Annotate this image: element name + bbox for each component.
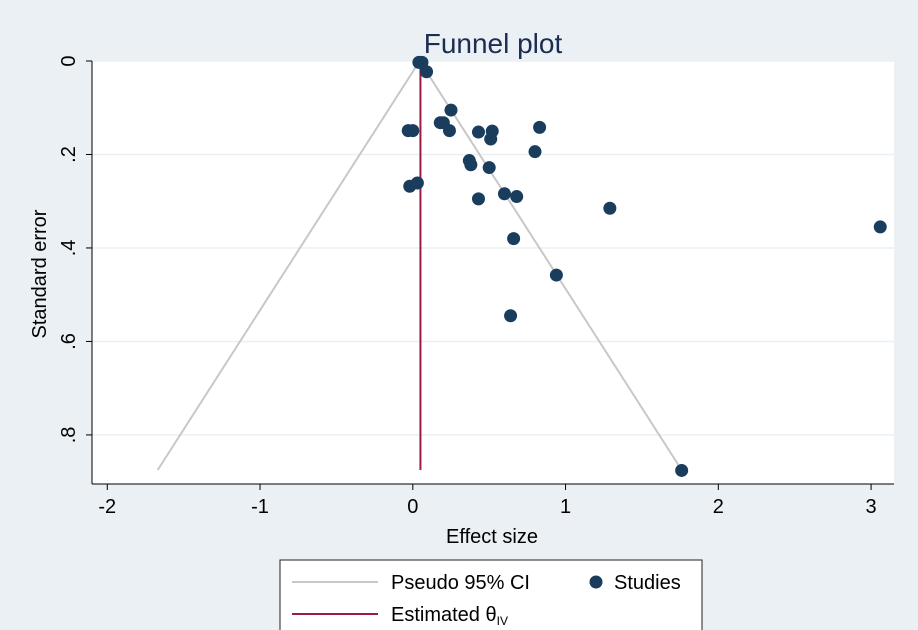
study-point-26: [504, 309, 518, 323]
y-tick-label-0: 0: [58, 55, 80, 66]
study-point-22: [603, 201, 617, 215]
study-point-19: [471, 192, 485, 206]
legend-label-subscript: IV: [497, 614, 508, 628]
axes: -2 -1 0 1 2 3 0 .2 .4 .6 .8: [58, 55, 894, 518]
study-point-12: [533, 120, 547, 134]
study-point-15: [464, 158, 478, 172]
legend-label-studies: Studies: [614, 572, 681, 594]
y-tick-label-3: .6: [58, 333, 80, 350]
legend-box: [279, 559, 703, 630]
x-tick-label-4: 2: [713, 496, 724, 518]
study-point-3: [444, 103, 458, 117]
y-tick-label-2: .4: [58, 240, 80, 257]
study-point-25: [549, 268, 563, 282]
legend: Pseudo 95% CI Studies Estimated θIV: [279, 559, 703, 630]
study-point-27: [675, 463, 689, 477]
study-point-18: [403, 179, 417, 193]
legend-swatch-studies: [589, 575, 603, 589]
x-tick-label-1: -1: [251, 496, 269, 518]
series-layer: [156, 55, 887, 477]
study-point-9: [471, 125, 485, 139]
y-tick-label-1: .2: [58, 146, 80, 163]
study-point-8: [406, 124, 420, 138]
x-axis-title: Effect size: [446, 526, 538, 548]
study-point-16: [482, 161, 496, 175]
y-axis-title: Standard error: [29, 209, 51, 338]
x-tick-label-5: 3: [866, 496, 877, 518]
study-point-2: [420, 65, 434, 79]
chart-title: Funnel plot: [424, 28, 563, 59]
legend-label-estimated-theta: Estimated θIV: [391, 604, 508, 628]
legend-label-pseudo-ci: Pseudo 95% CI: [391, 572, 530, 594]
plot-area: [92, 61, 894, 484]
study-point-11: [484, 132, 498, 146]
x-tick-label-2: 0: [407, 496, 418, 518]
x-tick-label-0: -2: [98, 496, 116, 518]
study-point-13: [528, 145, 542, 159]
gridlines: [92, 60, 894, 436]
study-point-6: [442, 124, 456, 138]
study-point-21: [510, 190, 524, 204]
y-tick-label-4: .8: [58, 427, 80, 444]
study-point-20: [497, 187, 511, 201]
x-tick-label-3: 1: [560, 496, 571, 518]
study-point-24: [507, 232, 521, 246]
study-point-23: [873, 220, 887, 234]
